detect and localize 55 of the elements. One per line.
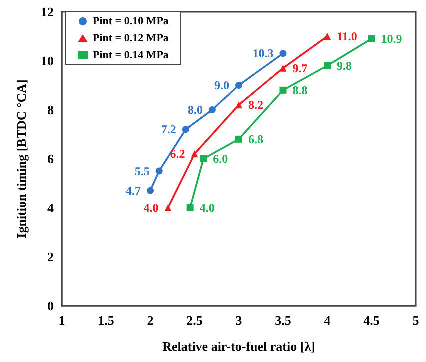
point bbox=[186, 204, 194, 212]
x-tick-label: 2 bbox=[147, 313, 154, 328]
data-label: 6.8 bbox=[248, 132, 264, 146]
point bbox=[324, 62, 331, 70]
data-label: 8.0 bbox=[188, 103, 203, 117]
data-label: 6.2 bbox=[170, 147, 186, 162]
data-label: 5.5 bbox=[134, 164, 150, 178]
point bbox=[208, 106, 216, 114]
x-tick-label: 3.5 bbox=[275, 313, 292, 328]
x-tick-label: 1.5 bbox=[98, 313, 115, 328]
data-label: 11.0 bbox=[337, 30, 358, 44]
data-label: 9.7 bbox=[292, 61, 308, 76]
point bbox=[200, 156, 208, 162]
point bbox=[236, 82, 242, 89]
y-tick-label: 6 bbox=[48, 152, 54, 166]
data-label: 4.0 bbox=[200, 201, 215, 215]
point bbox=[236, 136, 242, 143]
data-label: 10.9 bbox=[381, 32, 402, 46]
point bbox=[368, 35, 376, 42]
data-label: 8.8 bbox=[292, 83, 308, 98]
legend-label: Pint = 0.10 MPa bbox=[93, 16, 170, 28]
data-label: 7.2 bbox=[161, 122, 176, 137]
point bbox=[156, 168, 163, 175]
x-tick-label: 4.5 bbox=[364, 313, 380, 328]
point bbox=[182, 126, 190, 134]
x-tick-label: 2.5 bbox=[186, 313, 204, 328]
y-tick-label: 0 bbox=[48, 298, 54, 314]
x-tick-label: 1 bbox=[58, 313, 66, 328]
x-tick-label: 3 bbox=[236, 313, 243, 328]
data-label: 9.0 bbox=[214, 78, 230, 92]
x-tick-label: 5 bbox=[412, 313, 420, 328]
point bbox=[280, 50, 287, 58]
y-axis-title: Ignition timing [BTDC °CA] bbox=[14, 80, 29, 238]
data-label: 4.0 bbox=[144, 201, 159, 215]
y-tick-label: 12 bbox=[41, 4, 54, 20]
data-label: 4.7 bbox=[126, 184, 141, 198]
point bbox=[280, 86, 287, 94]
y-tick-label: 2 bbox=[48, 250, 54, 264]
x-axis-title: Relative air-to-fuel ratio [λ] bbox=[162, 339, 316, 354]
data-label: 6.0 bbox=[213, 152, 228, 166]
y-tick-label: 4 bbox=[48, 200, 54, 216]
data-label: 10.3 bbox=[252, 46, 274, 61]
data-label: 8.2 bbox=[248, 98, 264, 112]
y-tick-label: 8 bbox=[48, 102, 54, 118]
point bbox=[191, 150, 198, 158]
point bbox=[324, 33, 331, 40]
data-label: 9.8 bbox=[337, 58, 352, 73]
legend-label: Pint = 0.14 MPa bbox=[93, 50, 170, 62]
x-tick-label: 4 bbox=[324, 313, 332, 328]
point bbox=[280, 64, 287, 72]
point bbox=[164, 204, 172, 212]
y-tick-label: 10 bbox=[41, 54, 54, 68]
point bbox=[147, 187, 154, 194]
legend-label: Pint = 0.12 MPa bbox=[93, 32, 170, 44]
point bbox=[236, 102, 242, 109]
